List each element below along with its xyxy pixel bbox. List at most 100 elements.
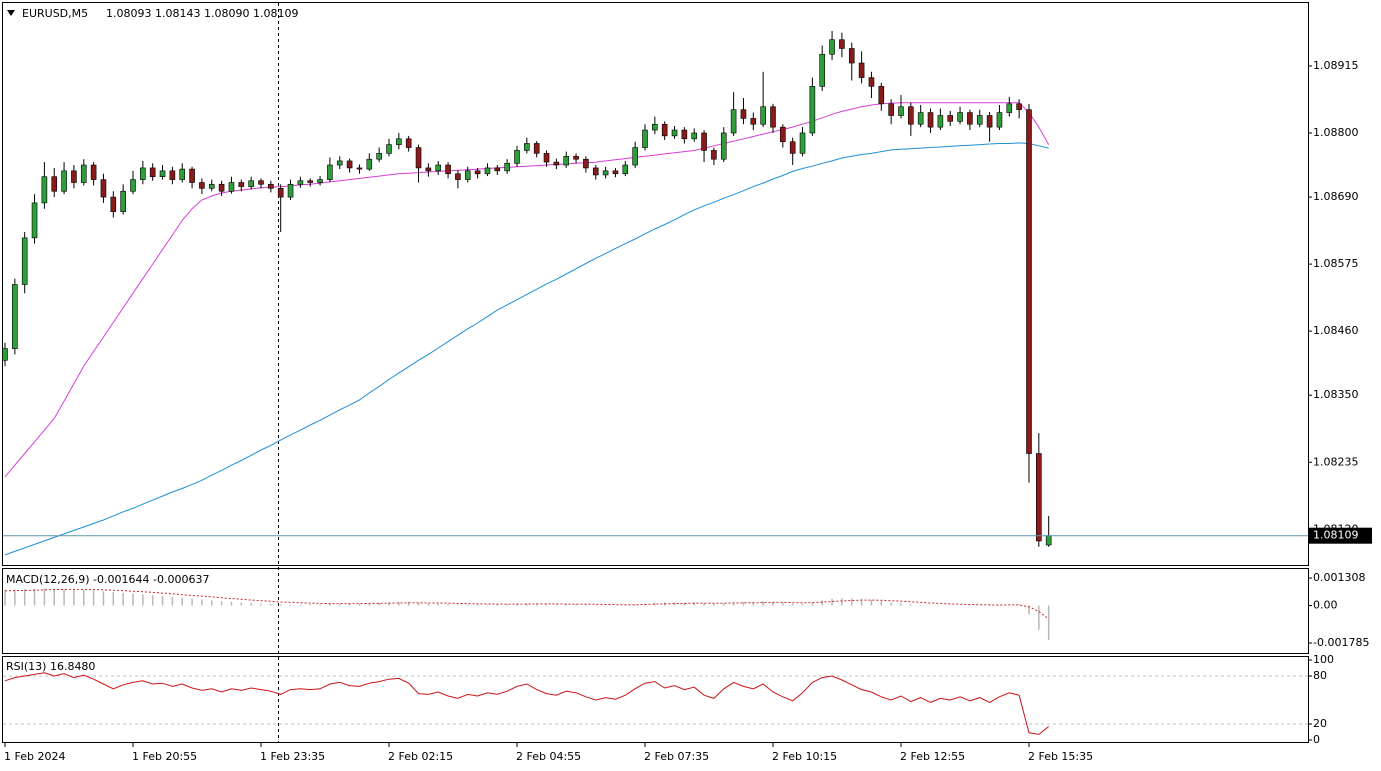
candle-body xyxy=(848,48,855,64)
candle-body xyxy=(51,176,58,192)
macd-panel xyxy=(2,568,1309,654)
candle-body xyxy=(888,103,894,116)
candle-body xyxy=(691,132,698,140)
x-tick-label: 1 Feb 20:55 xyxy=(132,750,197,763)
candle-body xyxy=(297,180,304,185)
y-tick-label: 0.001308 xyxy=(1313,571,1366,584)
y-tick-label: 20 xyxy=(1313,717,1327,730)
moving-average xyxy=(4,142,1049,556)
candle-body xyxy=(2,348,8,361)
candle-body xyxy=(149,167,156,177)
x-tick-label: 2 Feb 12:55 xyxy=(900,750,965,763)
y-tick-label: 100 xyxy=(1313,653,1334,666)
candle-body xyxy=(642,129,648,148)
x-tick-label: 1 Feb 2024 xyxy=(4,750,65,763)
candle-body xyxy=(770,106,776,128)
candle-body xyxy=(494,167,501,172)
candle-body xyxy=(238,182,245,187)
candle-body xyxy=(819,53,826,87)
candle-body xyxy=(780,126,786,143)
candle-body xyxy=(789,141,796,154)
main-panel xyxy=(2,2,1309,566)
candle-body xyxy=(1006,103,1013,113)
candle-body xyxy=(898,106,904,116)
x-tick-label: 2 Feb 07:35 xyxy=(644,750,709,763)
rsi-line xyxy=(4,672,1050,735)
candle-body xyxy=(484,167,491,175)
candle-body xyxy=(189,168,195,183)
candle-body xyxy=(937,115,944,128)
candle-body xyxy=(110,196,117,212)
macd-title: MACD(12,26,9) -0.001644 -0.000637 xyxy=(6,573,209,586)
candle-body xyxy=(681,129,688,140)
y-tick-label: 1.08235 xyxy=(1313,455,1359,468)
candle-body xyxy=(100,179,107,198)
candle-body xyxy=(80,164,87,183)
candle-body xyxy=(425,167,432,172)
candle-body xyxy=(464,170,471,180)
candle-body xyxy=(396,138,402,145)
candle-body xyxy=(809,86,816,134)
x-tick-label: 2 Feb 04:55 xyxy=(516,750,581,763)
moving-average xyxy=(4,102,1050,478)
candle-body xyxy=(504,162,510,172)
candle-body xyxy=(317,179,323,183)
candle-body xyxy=(592,167,599,176)
candle-body xyxy=(583,158,589,169)
chart-title: EURUSD,M5 xyxy=(22,7,88,20)
candle-body xyxy=(258,180,264,185)
candle-body xyxy=(31,202,38,239)
candle-body xyxy=(543,153,550,163)
candle-body xyxy=(573,155,579,160)
candle-body xyxy=(120,190,126,212)
rsi-panel xyxy=(2,656,1309,743)
candle-body xyxy=(415,147,422,169)
y-tick-label: 1.08575 xyxy=(1313,257,1359,270)
menu-arrow[interactable] xyxy=(7,10,15,16)
candle-body xyxy=(336,160,343,166)
candle-body xyxy=(71,170,77,183)
candle-body xyxy=(602,170,609,176)
candle-body xyxy=(829,39,835,55)
candle-body xyxy=(701,132,707,151)
y-tick-label: 80 xyxy=(1313,669,1327,682)
candle-body xyxy=(268,183,274,189)
candle-body xyxy=(445,164,451,175)
candle-body xyxy=(711,150,717,160)
candle-body xyxy=(41,176,48,204)
y-tick-label: 1.08350 xyxy=(1313,388,1359,401)
rsi-title: RSI(13) 16.8480 xyxy=(6,660,95,673)
candle-body xyxy=(346,160,353,169)
candle-body xyxy=(248,180,254,187)
price-label: 1.08109 xyxy=(1313,529,1359,542)
y-tick-label: 1.08915 xyxy=(1313,59,1359,72)
candle-body xyxy=(740,109,747,119)
candle-body xyxy=(524,143,530,151)
candle-body xyxy=(799,132,806,154)
candle-body xyxy=(386,144,392,154)
price-label-box xyxy=(1309,527,1372,544)
candle-body xyxy=(376,153,382,160)
candle-body xyxy=(868,77,875,87)
y-tick-label: 1.08800 xyxy=(1313,126,1359,139)
candle-body xyxy=(90,164,97,180)
candle-body xyxy=(622,164,629,175)
candle-body xyxy=(366,158,373,170)
candle-body xyxy=(957,112,963,122)
candle-body xyxy=(435,164,442,172)
candle-body xyxy=(908,106,914,125)
candle-body xyxy=(307,180,314,183)
candle-body xyxy=(760,106,766,125)
candle-body xyxy=(21,237,28,285)
candle-body xyxy=(996,112,1003,128)
candle-body xyxy=(130,179,136,192)
candle-body xyxy=(218,183,225,192)
candle-body xyxy=(986,115,993,128)
y-tick-label: 0.00 xyxy=(1313,599,1338,612)
candle-body xyxy=(878,86,885,105)
x-tick-label: 1 Feb 23:35 xyxy=(260,750,325,763)
candle-body xyxy=(1026,109,1032,454)
candle-body xyxy=(61,170,67,192)
candle-body xyxy=(199,182,205,189)
